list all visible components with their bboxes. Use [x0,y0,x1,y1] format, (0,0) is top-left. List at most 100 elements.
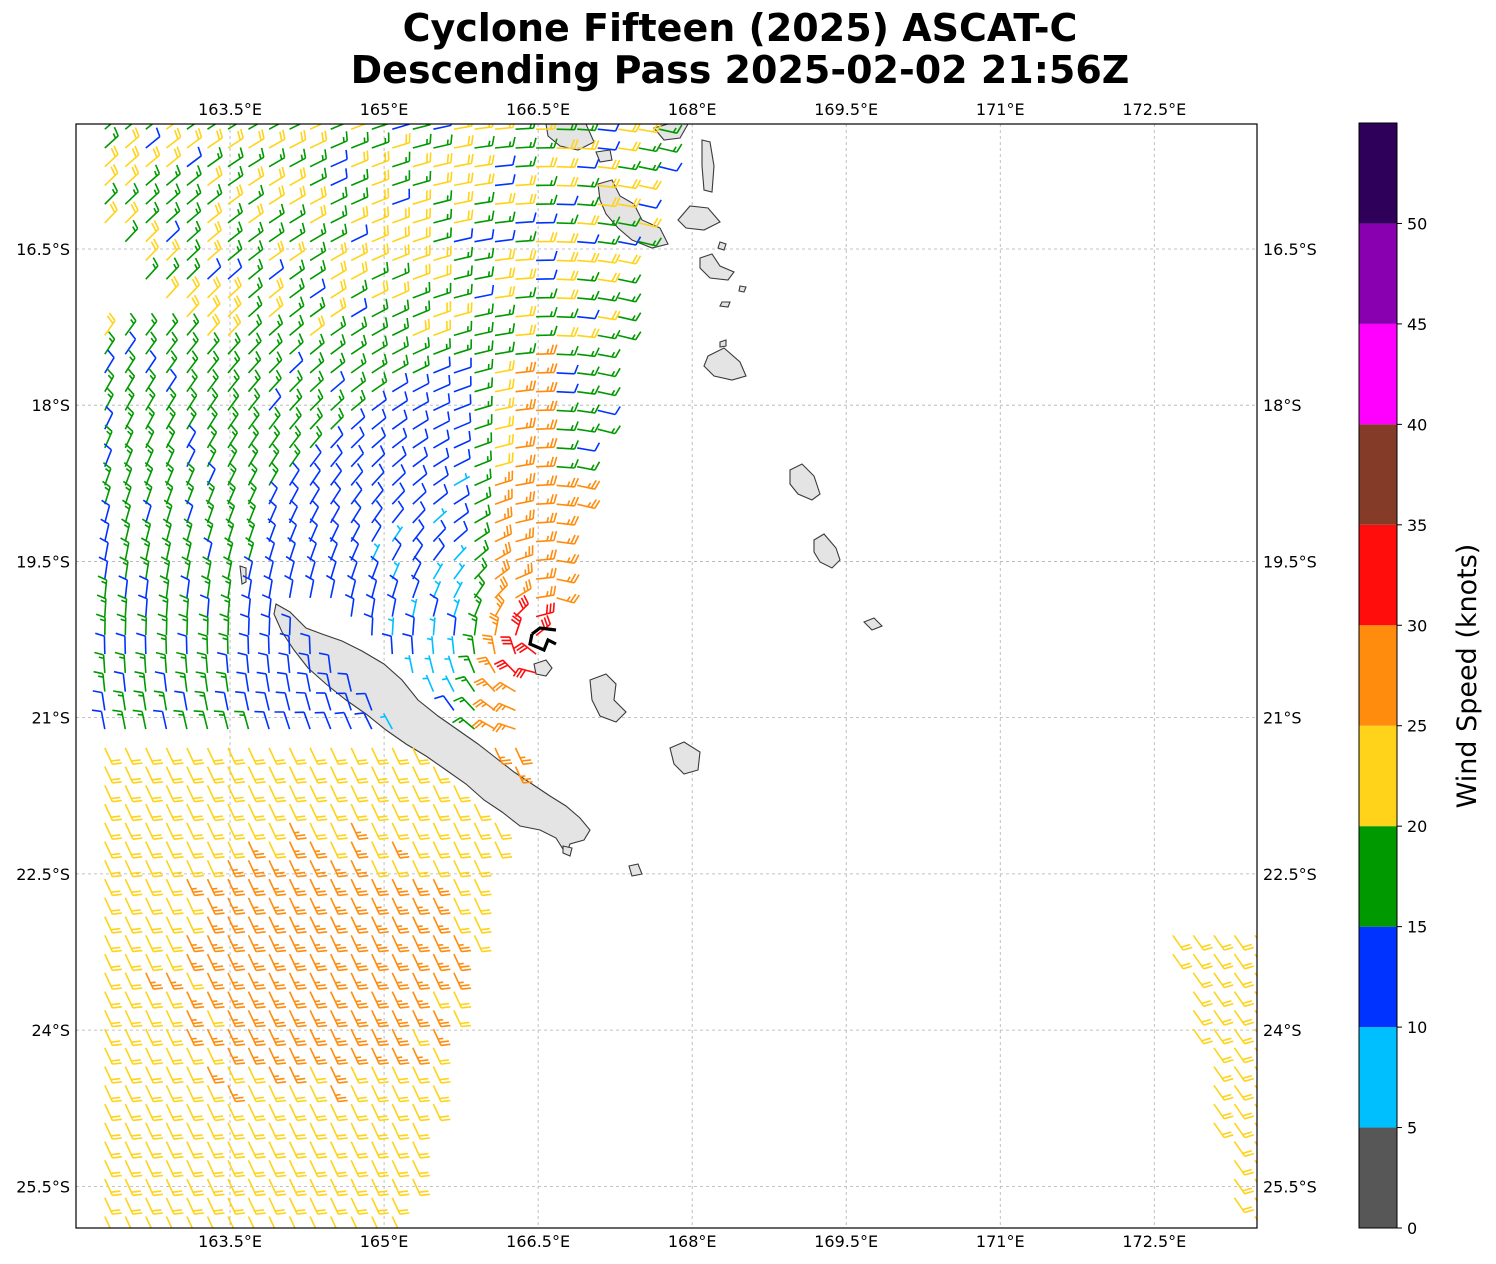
wind-barb [124,1141,143,1159]
wind-barb [104,1066,122,1084]
wind-barb [453,394,472,412]
land-efate [703,347,747,381]
wind-barb [206,368,219,393]
wind-barb [515,398,537,412]
wind-barb [309,822,328,840]
wind-barb [219,613,230,636]
wind-barb [453,228,474,243]
wind-barb [412,934,430,953]
wind-barb [124,145,140,168]
wind-barb [289,351,304,374]
wind-barb [453,172,474,187]
wind-barb [597,329,621,340]
wind-barb [412,822,430,840]
wind-barb [597,348,621,359]
wind-barb [1254,1103,1257,1109]
wind-barb [254,710,270,730]
wind-barb [227,258,243,280]
wind-barb [412,1103,430,1122]
wind-barb [288,878,307,897]
wind-barb [371,897,389,915]
wind-barb [453,320,473,337]
wind-barb [348,555,358,580]
wind-barb [1192,934,1213,951]
wind-barb [1213,1103,1234,1120]
wind-barb [165,934,184,953]
wind-barb [206,878,225,897]
wind-barb [268,991,287,1009]
wind-barb [145,991,163,1009]
wind-barb [433,134,453,149]
wind-barb [371,426,387,449]
wind-barb [289,314,305,337]
wind-barb [391,972,410,990]
wind-barb [391,525,404,543]
wind-barb [515,509,535,524]
wind-barb [276,671,291,692]
wind-barb [371,353,388,374]
wind-barb [95,632,106,655]
wind-barb [391,336,409,355]
wind-barb [474,191,495,205]
wind-barb [247,387,261,411]
wind-barb [354,712,373,730]
wind-barb [1254,972,1257,978]
wind-barb [206,350,220,374]
wind-barb [329,1178,348,1197]
wind-barb [197,632,209,655]
wind-barb [371,1066,389,1084]
wind-barb [1233,991,1255,1008]
wind-barb [247,1159,266,1178]
wind-barb [165,1197,184,1215]
wind-barb [350,168,369,187]
wind-barb [221,575,232,599]
wind-barb [104,991,122,1009]
wind-barb [392,133,411,149]
wind-barb [433,429,450,449]
wind-barb [104,934,122,953]
wind-barb [453,859,472,878]
wind-barb [124,785,143,803]
wind-barb [165,146,182,168]
wind-barb [536,232,558,243]
wind-barb [124,766,143,784]
wind-barb [206,1103,225,1122]
wind-barb [309,124,324,130]
wind-barb [186,972,204,990]
wind-barb [391,409,408,430]
wind-barb [288,766,307,784]
wind-barb [248,221,264,243]
wind-barb [371,188,390,205]
wind-barb [124,201,139,224]
wind-barb [371,953,389,972]
wind-barb [289,370,303,393]
wind-barb [412,972,430,990]
wind-barb [206,1028,225,1047]
wind-barb [158,594,169,617]
wind-barb [391,281,410,299]
wind-barb [433,190,453,205]
wind-barb [145,1028,163,1047]
wind-barb [618,141,642,152]
wind-barb [371,747,389,765]
wind-barb [391,1122,410,1140]
wind-barb [274,711,291,730]
wind-barb [104,841,122,859]
wind-barb [474,395,493,412]
wind-barb [473,916,492,934]
wind-barb [371,372,388,393]
wind-barb [165,387,177,411]
wind-barb [289,333,304,355]
wind-barb [112,709,127,730]
wind-barb [305,574,315,599]
wind-barb [453,135,474,149]
wind-barb [124,859,143,878]
wind-barb [329,991,348,1009]
wind-barb [121,518,131,542]
wind-barb [494,506,513,524]
lon-tick-label-top: 163.5°E [198,100,262,119]
wind-barb [391,803,410,822]
wind-barb [242,574,253,599]
wind-barb [1233,1103,1255,1120]
wind-barb [350,187,369,205]
